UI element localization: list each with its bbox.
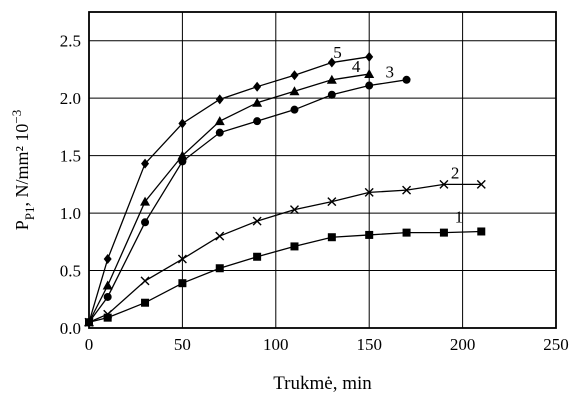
x-tick-label: 50	[174, 335, 191, 354]
data-point-stroke	[177, 254, 187, 264]
curve-label-2: 2	[451, 164, 460, 183]
plot-frame	[88, 11, 557, 329]
data-point-stroke	[140, 276, 150, 286]
data-point	[365, 81, 374, 90]
data-point	[477, 227, 486, 236]
data-point	[290, 242, 299, 251]
data-point	[365, 230, 374, 239]
x-tick-label: 150	[356, 335, 382, 354]
data-point	[178, 118, 187, 129]
y-tick-label: 1.0	[60, 204, 81, 223]
data-point	[327, 90, 336, 99]
data-point	[252, 216, 262, 226]
data-point-stroke	[364, 187, 374, 197]
series-line	[88, 230, 482, 323]
data-point-stroke	[103, 309, 113, 319]
data-point	[141, 158, 150, 169]
data-point	[103, 254, 112, 265]
x-tick-label: 100	[263, 335, 289, 354]
series-4	[84, 69, 375, 327]
data-point	[141, 218, 150, 227]
y-axis-label-main: P	[12, 220, 32, 230]
data-point	[103, 292, 112, 301]
series-5	[85, 51, 374, 328]
data-point	[476, 179, 486, 189]
data-point-stroke	[252, 216, 262, 226]
data-point	[327, 57, 336, 68]
curve-label-4: 4	[352, 57, 361, 76]
data-point	[103, 309, 113, 319]
y-tick-label: 0.0	[60, 319, 81, 338]
x-tick-label: 0	[85, 335, 94, 354]
data-point	[289, 86, 300, 96]
data-point	[214, 116, 225, 126]
data-point-stroke	[215, 231, 225, 241]
y-tick-label: 2.0	[60, 89, 81, 108]
curve-label-3: 3	[385, 62, 394, 81]
series-line	[88, 79, 407, 323]
y-axis-label-sup: −3	[9, 110, 24, 124]
data-point	[327, 233, 336, 242]
data-point	[215, 231, 225, 241]
data-point-stroke	[289, 205, 299, 215]
data-point	[402, 228, 411, 237]
data-point	[290, 70, 299, 81]
y-axis-label: PP1, N/mm² 10−3	[9, 110, 37, 231]
data-point	[439, 179, 449, 189]
data-point	[140, 276, 150, 286]
data-point	[141, 298, 150, 307]
data-point	[215, 264, 224, 273]
curve-labels: 1 2 3 45	[333, 43, 463, 226]
grid-lines	[89, 12, 556, 328]
data-point	[178, 279, 187, 288]
data-point	[364, 187, 374, 197]
y-tick-label: 0.5	[60, 262, 81, 281]
data-point	[215, 94, 224, 105]
series-line	[88, 183, 482, 323]
data-point	[326, 74, 337, 84]
data-point	[402, 75, 411, 84]
data-point	[365, 51, 374, 62]
data-point	[103, 313, 112, 322]
data-point	[364, 69, 375, 79]
curve-label-5: 5	[333, 43, 342, 62]
x-axis-label: Trukmė, min	[273, 373, 372, 394]
data-point	[253, 117, 262, 126]
data-point	[177, 150, 188, 160]
data-point	[85, 317, 93, 328]
y-axis-label-rest: , N/mm² 10	[12, 124, 32, 207]
y-axis-label-sub: P1	[22, 207, 37, 221]
data-point-stroke	[327, 197, 337, 207]
x-tick-label: 200	[450, 335, 476, 354]
y-tick-label: 1.5	[60, 147, 81, 166]
data-point	[290, 105, 299, 114]
data-point-stroke	[402, 185, 412, 195]
data-point	[439, 228, 448, 237]
axis-ticks: 0 50 100 150 200 250 0.0 0.5 1.0 1.5 2.0 2.5	[60, 32, 569, 354]
data-point	[253, 81, 262, 92]
data-point	[327, 197, 337, 207]
data-point	[140, 196, 151, 206]
curve-label-1: 1	[455, 207, 464, 226]
data-point	[252, 97, 263, 107]
data-point-stroke	[476, 179, 486, 189]
data-point	[102, 280, 113, 290]
data-point-stroke	[439, 179, 449, 189]
data-point	[253, 252, 262, 261]
x-tick-label: 250	[543, 335, 569, 354]
data-point	[215, 128, 224, 137]
y-tick-label: 2.5	[60, 32, 81, 51]
data-point	[289, 205, 299, 215]
data-point	[402, 185, 412, 195]
series-group	[84, 51, 486, 328]
data-point	[177, 254, 187, 264]
